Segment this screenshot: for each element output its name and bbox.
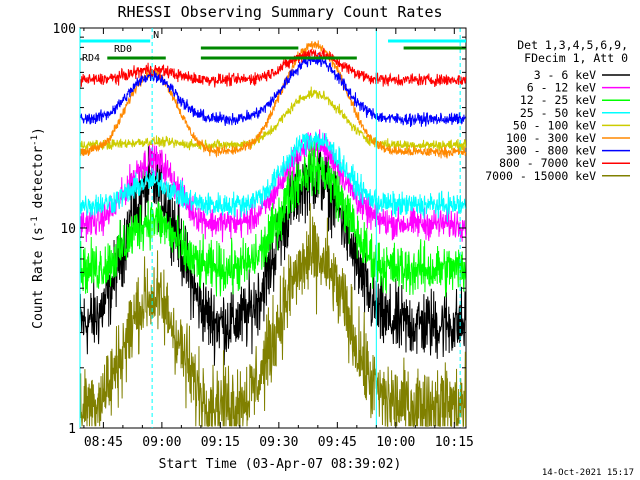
legend-label: 100 - 300 keV: [506, 131, 596, 145]
footer-timestamp: 14-Oct-2021 15:17: [542, 468, 634, 478]
series-line: [79, 131, 467, 222]
legend: Det 1,3,4,5,6,9, FDecim 1, Att 0 3 - 6 k…: [485, 38, 630, 183]
rd4-label: RD4: [82, 53, 100, 64]
series-layer: [79, 40, 467, 427]
x-tick-label: 09:00: [142, 435, 181, 450]
y-tick-label: 1: [68, 422, 76, 437]
tick-layer: 08:45 09:00 09:15 09:30 09:45 10:00 10:15 1 10 10…: [53, 22, 474, 450]
legend-label: 300 - 800 keV: [506, 144, 596, 158]
legend-header-line-2: FDecim 1, Att 0: [524, 51, 628, 65]
series-line: [79, 129, 467, 243]
x-tick-label: 10:15: [435, 435, 474, 450]
y-tick-label: 100: [53, 22, 76, 37]
night-label: N: [153, 30, 159, 41]
legend-header-line-1: Det 1,3,4,5,6,9,: [517, 38, 628, 52]
legend-label: 12 - 25 keV: [520, 93, 596, 107]
x-tick-label: 09:30: [259, 435, 298, 450]
plot-area: N RD0 RD4 08:45 09:00 09:15 09:30 09:45 10:00 10…: [53, 22, 474, 450]
y-axis-label-sup1: -1: [30, 216, 40, 227]
series-line: [79, 136, 467, 298]
series-line: [79, 203, 467, 427]
annotation-layer: N RD0 RD4: [79, 28, 466, 428]
y-axis-label-main: Count Rate (s: [31, 227, 46, 329]
legend-label: 800 - 7000 keV: [499, 156, 596, 170]
legend-label: 25 - 50 keV: [520, 106, 596, 120]
y-tick-label: 10: [60, 222, 76, 237]
x-tick-label: 09:45: [318, 435, 357, 450]
chart-title: RHESSI Observing Summary Count Rates: [117, 3, 442, 21]
legend-label: 7000 - 15000 keV: [485, 169, 596, 183]
y-axis-label-sup2: -1: [30, 135, 40, 146]
x-axis-label: Start Time (03-Apr-07 08:39:02): [159, 457, 402, 472]
legend-label: 3 - 6 keV: [534, 68, 596, 82]
y-axis-label-end: ): [31, 127, 46, 135]
legend-label: 6 - 12 keV: [527, 81, 596, 95]
x-tick-label: 08:45: [84, 435, 123, 450]
y-axis-label-mid: detector: [31, 146, 46, 217]
series-line: [79, 52, 466, 127]
x-tick-label: 10:00: [376, 435, 415, 450]
x-tick-label: 09:15: [201, 435, 240, 450]
series-line: [79, 86, 467, 153]
legend-label: 50 - 100 keV: [513, 118, 596, 132]
y-axis-label: Count Rate (s-1 detector-1): [30, 127, 46, 329]
series-line: [79, 47, 467, 89]
rd0-label: RD0: [114, 44, 132, 55]
